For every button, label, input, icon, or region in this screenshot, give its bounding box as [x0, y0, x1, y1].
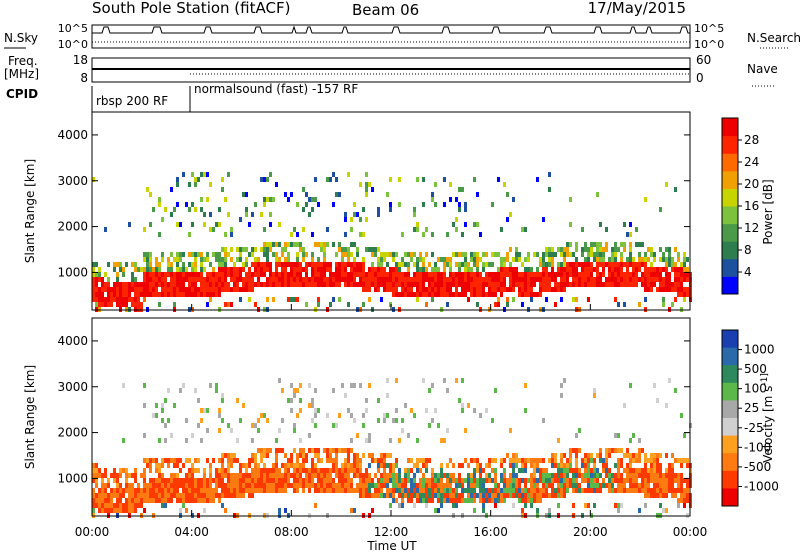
colorbar-tick-label: 1000 [744, 343, 775, 357]
colorbar-swatch [722, 135, 738, 154]
y-tick-label: 3000 [57, 174, 88, 188]
x-tick-label: 00:00 [673, 525, 708, 539]
freq-panel: Freq. [MHz] 18 8 60 0 Nave [4, 53, 778, 87]
y-tick-label: 4000 [57, 128, 88, 142]
power-colorbar: 28 24 20 16 12 8 4 Power [dB] [721, 117, 775, 295]
colorbar-swatch [722, 258, 738, 277]
colorbar-swatch [722, 470, 738, 489]
colorbar-swatch [722, 382, 738, 401]
nsearch-label: N.Search [747, 31, 800, 45]
velocity-colorbar: 1000 500 100 25 -25 -100 -500 -1000 Velocity [m… [721, 329, 779, 507]
y-tick-label: 1000 [57, 265, 88, 279]
power-panel: 4000 3000 2000 1000 Slant Range [km] [23, 111, 692, 312]
colorbar-tick-label: -1000 [744, 479, 779, 493]
colorbar-swatch [722, 170, 738, 189]
colorbar-swatch [722, 400, 738, 419]
colorbar-swatch [722, 330, 738, 349]
nsky-panel: N.Sky 10^5 10^0 10^5 10^0 N.Search [4, 22, 800, 51]
cpid-strip: CPID rbsp 200 RF normalsound (fast) -157… [6, 82, 358, 112]
colorbar-swatch [722, 347, 738, 366]
x-tick-label: 16:00 [473, 525, 508, 539]
y-tick-label: 2000 [57, 220, 88, 234]
colorbar-swatch [722, 435, 738, 454]
freq-tick-top: 18 [73, 53, 88, 67]
x-tick-label: 04:00 [174, 525, 209, 539]
colorbar-tick-label: 12 [744, 221, 759, 235]
station-title: South Pole Station (fitACF) [92, 0, 290, 17]
date-label: 17/May/2015 [588, 0, 686, 17]
x-axis-label: Time UT [366, 539, 417, 553]
cpid-segment-1: rbsp 200 RF [96, 94, 168, 108]
y-tick-label: 3000 [57, 380, 88, 394]
velocity-heatmap [92, 378, 692, 518]
power-colorbar-label: Power [dB] [761, 179, 775, 244]
y-tick-label: 1000 [57, 471, 88, 485]
colorbar-tick-label: 28 [744, 133, 759, 147]
colorbar-swatch [722, 276, 738, 295]
x-tick-label: 12:00 [374, 525, 409, 539]
y-tick-label: 2000 [57, 426, 88, 440]
colorbar-swatch [722, 365, 738, 384]
freq-unit: [MHz] [4, 67, 39, 81]
colorbar-tick-label: 500 [744, 362, 767, 376]
colorbar-swatch [722, 418, 738, 437]
nsky-label: N.Sky [4, 31, 38, 45]
beam-label: Beam 06 [352, 1, 419, 19]
cpid-segment-2: normalsound (fast) -157 RF [194, 82, 358, 96]
colorbar-tick-label: 25 [744, 401, 759, 415]
power-heatmap [92, 172, 692, 312]
colorbar-swatch [722, 118, 738, 137]
colorbar-tick-label: 20 [744, 177, 759, 191]
colorbar-tick-label: -100 [744, 440, 771, 454]
colorbar-swatch [722, 241, 738, 260]
colorbar-swatch [722, 206, 738, 225]
velocity-colorbar-label: Velocity [m s-1] [760, 373, 775, 463]
nsearch-tick-top: 10^5 [694, 22, 724, 35]
nave-tick-bottom: 0 [696, 71, 704, 85]
nsearch-tick-bottom: 10^0 [694, 38, 724, 51]
nsky-tick-top: 10^5 [58, 22, 88, 35]
colorbar-tick-label: 16 [744, 199, 759, 213]
colorbar-swatch [722, 488, 738, 507]
colorbar-tick-label: -500 [744, 460, 771, 474]
nave-label: Nave [747, 62, 778, 76]
colorbar-swatch [722, 453, 738, 472]
nsky-tick-bottom: 10^0 [58, 38, 88, 51]
power-ylabel: Slant Range [km] [23, 159, 37, 263]
nsky-trace [91, 25, 690, 34]
colorbar-tick-label: 100 [744, 382, 767, 396]
freq-tick-bottom: 8 [80, 71, 88, 85]
cpid-label: CPID [6, 87, 38, 101]
colorbar-tick-label: 4 [744, 265, 752, 279]
velocity-ylabel: Slant Range [km] [23, 365, 37, 469]
x-tick-label: 08:00 [274, 525, 309, 539]
colorbar-swatch [722, 223, 738, 242]
nave-tick-top: 60 [696, 53, 711, 67]
y-tick-label: 4000 [57, 334, 88, 348]
colorbar-tick-label: 8 [744, 243, 752, 257]
x-tick-label: 00:00 [75, 525, 110, 539]
colorbar-swatch [722, 153, 738, 172]
velocity-panel: 4000 3000 2000 1000 Slant Range [km] 00:00 0… [23, 304, 707, 553]
x-tick-label: 20:00 [573, 525, 608, 539]
colorbar-swatch [722, 188, 738, 207]
freq-label: Freq. [8, 54, 38, 68]
colorbar-tick-label: 24 [744, 155, 759, 169]
colorbar-tick-label: -25 [744, 421, 764, 435]
